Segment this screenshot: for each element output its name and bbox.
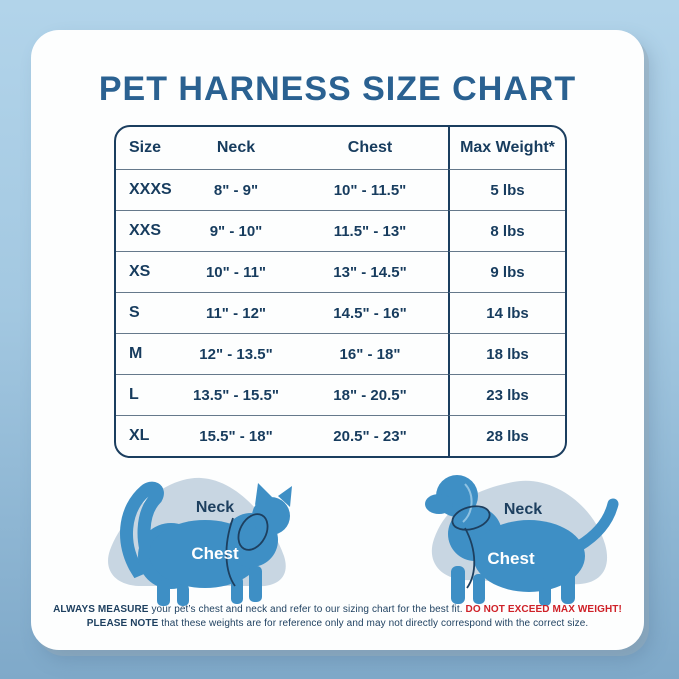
dog-chest-label: Chest — [487, 549, 535, 568]
table-cell-weight: 18 lbs — [448, 333, 565, 374]
column-header-size: Size — [129, 139, 162, 156]
table-cell-neck: 9" - 10" — [180, 210, 292, 251]
table-cell-weight: 9 lbs — [448, 251, 565, 292]
table-cell-size: XL — [116, 415, 180, 456]
column-header-max-weight: Max Weight* — [448, 127, 565, 169]
dog-illustration: Neck Chest — [425, 475, 619, 606]
table-cell-weight: 28 lbs — [448, 415, 565, 456]
cat-silhouette — [120, 481, 292, 606]
table-cell-size: M — [116, 333, 180, 374]
footnote-line-2: PLEASE NOTE that these weights are for r… — [45, 617, 630, 631]
cat-chest-measure-line — [225, 517, 236, 587]
table-cell-chest: 20.5" - 23" — [292, 415, 448, 456]
cat-neck-measure-loop — [237, 513, 269, 551]
dog-measuring-diagram: Neck Chest — [401, 454, 629, 615]
cat-measuring-diagram: Neck Chest — [73, 458, 328, 615]
table-cell-size: XS — [116, 251, 180, 292]
page-title: PET HARNESS SIZE CHART — [98, 70, 577, 108]
table-cell-neck: 12" - 13.5" — [180, 333, 292, 374]
table-cell-neck: 11" - 12" — [180, 292, 292, 333]
footnote-line-1: ALWAYS MEASURE your pet’s chest and neck… — [45, 603, 630, 617]
table-cell-size: L — [116, 374, 180, 415]
dog-neck-measure-loop — [451, 505, 491, 531]
table-cell-chest: 14.5" - 16" — [292, 292, 448, 333]
table-cell-size: S — [116, 292, 180, 333]
cat-neck-label: Neck — [196, 499, 234, 516]
table-cell-chest: 10" - 11.5" — [292, 169, 448, 210]
footnote-always-measure: ALWAYS MEASURE — [53, 604, 149, 615]
dog-neck-label: Neck — [504, 501, 542, 518]
size-table: Size Neck Chest Max Weight* XXXS 8" - 9"… — [114, 125, 567, 458]
table-cell-size: XXS — [116, 210, 180, 251]
table-cell-neck: 8" - 9" — [180, 169, 292, 210]
table-cell-chest: 13" - 14.5" — [292, 251, 448, 292]
table-cell-neck: 15.5" - 18" — [180, 415, 292, 456]
table-cell-weight: 8 lbs — [448, 210, 565, 251]
table-cell-weight: 5 lbs — [448, 169, 565, 210]
footnote-warning: DO NOT EXCEED MAX WEIGHT! — [465, 604, 622, 615]
table-cell-weight: 14 lbs — [448, 292, 565, 333]
footnote-line2-text: that these weights are for reference onl… — [158, 618, 589, 629]
table-cell-chest: 11.5" - 13" — [292, 210, 448, 251]
table-cell-weight: 23 lbs — [448, 374, 565, 415]
column-header-chest: Chest — [347, 139, 393, 156]
chart-card: PET HARNESS SIZE CHART Size Neck Chest M… — [31, 30, 644, 650]
table-cell-neck: 13.5" - 15.5" — [180, 374, 292, 415]
cat-illustration: Neck Chest — [108, 477, 292, 606]
footnote-line1-text: your pet’s chest and neck and refer to o… — [148, 604, 466, 615]
table-cell-chest: 18" - 20.5" — [292, 374, 448, 415]
dog-chest-measure-line — [464, 527, 476, 589]
table-cell-chest: 16" - 18" — [292, 333, 448, 374]
footnote-please-note: PLEASE NOTE — [86, 618, 159, 629]
footnote: ALWAYS MEASURE your pet’s chest and neck… — [45, 603, 630, 631]
table-cell-neck: 10" - 11" — [180, 251, 292, 292]
cat-chest-label: Chest — [191, 544, 239, 563]
dog-ear-line — [462, 483, 473, 523]
column-header-neck: Neck — [216, 139, 256, 156]
table-cell-size: XXXS — [116, 169, 180, 210]
